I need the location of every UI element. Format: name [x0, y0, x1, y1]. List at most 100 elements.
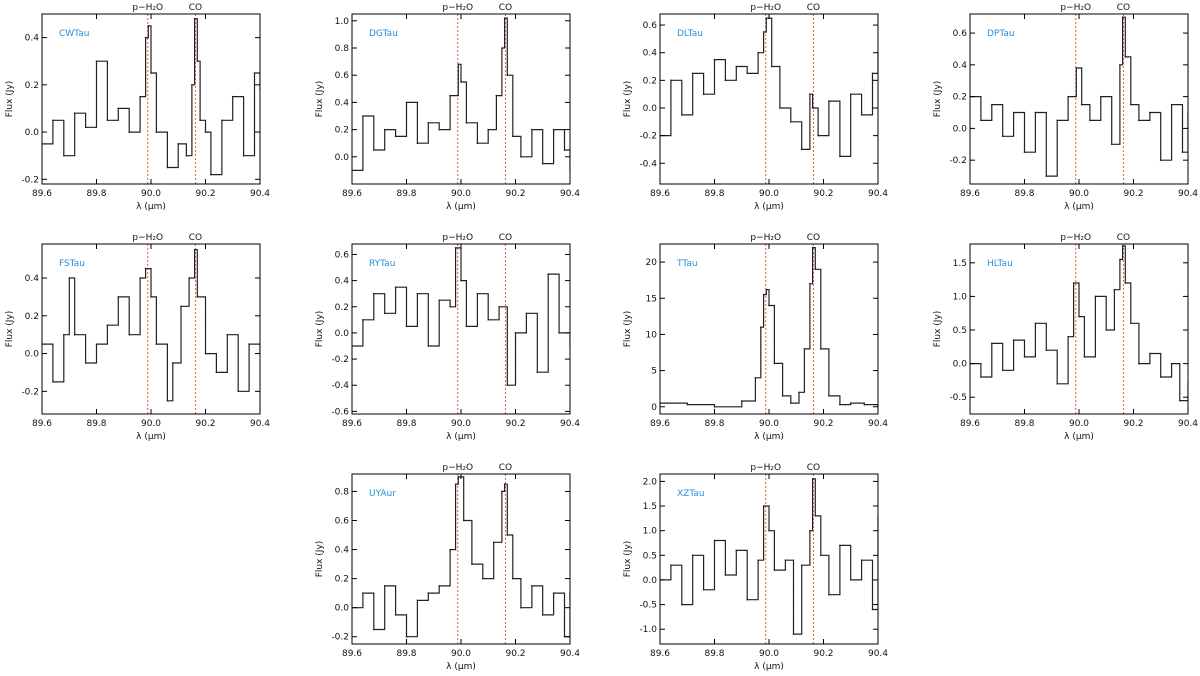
data-point	[773, 362, 776, 365]
data-point	[1121, 16, 1124, 19]
x-axis-label: λ (μm)	[754, 432, 784, 442]
line-label-co: CO	[1117, 233, 1130, 243]
data-point	[1034, 322, 1037, 325]
data-point	[405, 325, 408, 328]
y-tick-label: 0.0	[335, 604, 350, 614]
y-tick-label: -0.2	[331, 355, 349, 365]
data-point	[226, 333, 229, 336]
plot-frame	[969, 243, 1189, 415]
data-point	[128, 333, 130, 336]
data-point	[1124, 282, 1127, 284]
data-point	[231, 95, 234, 98]
data-point	[373, 149, 375, 151]
data-point	[849, 579, 852, 581]
x-axis-label: λ (μm)	[446, 202, 476, 212]
line-label-co: CO	[499, 3, 512, 13]
x-tick-label: 90.4	[560, 189, 580, 199]
y-tick-label: 0.2	[953, 93, 967, 103]
data-point	[781, 395, 784, 397]
line-label-ph2o: p−H₂O	[132, 3, 163, 13]
data-point	[166, 166, 169, 169]
y-tick-label: 0.4	[25, 274, 40, 284]
y-tick-label: -0.4	[639, 159, 657, 169]
data-point	[713, 58, 716, 61]
y-tick-label: 0.0	[953, 360, 968, 370]
data-point	[1045, 349, 1048, 352]
data-point	[1023, 151, 1026, 153]
data-point	[454, 483, 457, 486]
data-point	[681, 603, 683, 606]
data-point	[871, 608, 874, 611]
x-tick-label: 90.2	[1123, 419, 1143, 429]
data-point	[735, 65, 738, 68]
data-point	[394, 614, 397, 616]
data-point	[991, 103, 993, 106]
x-tick-label: 90.0	[451, 419, 471, 429]
x-tick-label: 89.8	[396, 649, 416, 659]
data-point	[1001, 369, 1004, 372]
data-point	[811, 246, 814, 249]
x-tick-label: 90.2	[195, 419, 215, 429]
x-tick-label: 90.4	[560, 419, 580, 429]
plot-frame	[351, 13, 571, 185]
data-point	[405, 635, 408, 638]
y-axis-label: Flux (Jy)	[933, 311, 943, 348]
y-tick-label: 0.6	[643, 21, 658, 31]
object-label: TTau	[676, 259, 698, 269]
plot-frame	[659, 243, 879, 415]
x-tick-label: 90.0	[1069, 189, 1089, 199]
x-tick-label: 90.4	[868, 419, 888, 429]
y-tick-label: 0.0	[25, 128, 40, 138]
data-point	[172, 362, 174, 364]
data-point	[1170, 103, 1173, 106]
data-point	[828, 100, 830, 102]
data-point	[150, 72, 152, 74]
data-point	[1149, 111, 1151, 114]
chart-panel-ttau: p−H₂O CO 89.6 89.8 90.0 90.2 90.4 0 5 10 15 20 λ (μm…	[623, 233, 888, 442]
data-point	[520, 606, 522, 609]
object-label: RYTau	[369, 259, 395, 269]
data-point	[1121, 245, 1124, 247]
data-point	[849, 93, 852, 95]
data-point	[541, 614, 544, 616]
y-tick-label: 0.4	[335, 546, 350, 556]
y-tick-label: -0.5	[949, 393, 967, 403]
y-tick-label: 0.8	[335, 44, 350, 54]
line-label-co: CO	[499, 233, 512, 243]
data-point	[106, 119, 109, 122]
spectrum-line	[42, 18, 260, 176]
y-tick-label: 0.4	[335, 277, 350, 287]
x-tick-label: 90.4	[868, 189, 888, 199]
x-tick-label: 89.6	[342, 419, 362, 429]
y-tick-label: 0.2	[335, 303, 349, 313]
data-point	[1149, 352, 1151, 355]
plot-frame	[969, 13, 1189, 185]
x-tick-label: 90.0	[1069, 419, 1089, 429]
x-tick-label: 90.2	[505, 649, 525, 659]
data-point	[503, 17, 506, 19]
data-point	[803, 348, 806, 350]
x-tick-label: 89.6	[960, 189, 980, 199]
data-point	[860, 559, 863, 561]
data-point	[768, 529, 770, 532]
x-tick-label: 90.2	[195, 189, 215, 199]
y-axis-label: Flux (Jy)	[933, 81, 943, 118]
data-point	[95, 343, 98, 345]
data-point	[773, 569, 776, 571]
data-point	[204, 131, 207, 133]
data-point	[1105, 329, 1107, 331]
y-tick-label: 0.6	[335, 516, 350, 526]
y-tick-label: 15	[646, 294, 657, 304]
data-point	[166, 400, 169, 402]
data-point	[501, 47, 503, 49]
y-tick-label: 0.0	[643, 104, 658, 114]
y-tick-label: 0.2	[643, 76, 657, 86]
data-point	[454, 247, 457, 249]
data-point	[814, 268, 817, 271]
data-point	[196, 296, 199, 298]
x-tick-label: 90.4	[250, 189, 270, 199]
line-label-ph2o: p−H₂O	[442, 463, 473, 473]
chart-panel-cwtau: p−H₂O CO 89.6 89.8 90.0 90.2 90.4 -0.2 0.0 0.2 0.4…	[5, 3, 270, 212]
data-point	[1138, 362, 1140, 365]
